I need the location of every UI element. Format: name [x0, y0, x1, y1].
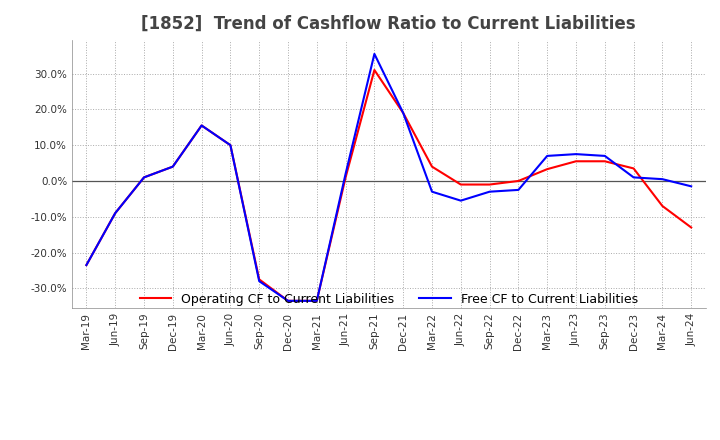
Operating CF to Current Liabilities: [226, 143, 235, 148]
Operating CF to Current Liabilities: [341, 175, 350, 180]
Free CF to Current Liabilities: [514, 187, 523, 193]
Operating CF to Current Liabilities: [658, 203, 667, 209]
Operating CF to Current Liabilities: [456, 182, 465, 187]
Free CF to Current Liabilities: [456, 198, 465, 203]
Operating CF to Current Liabilities: [428, 164, 436, 169]
Free CF to Current Liabilities: [82, 262, 91, 268]
Free CF to Current Liabilities: [140, 175, 148, 180]
Operating CF to Current Liabilities: [514, 178, 523, 183]
Operating CF to Current Liabilities: [399, 110, 408, 116]
Free CF to Current Liabilities: [543, 153, 552, 158]
Operating CF to Current Liabilities: [572, 159, 580, 164]
Free CF to Current Liabilities: [168, 164, 177, 169]
Free CF to Current Liabilities: [572, 151, 580, 157]
Free CF to Current Liabilities: [428, 189, 436, 194]
Free CF to Current Liabilities: [341, 171, 350, 176]
Free CF to Current Liabilities: [226, 143, 235, 148]
Operating CF to Current Liabilities: [600, 159, 609, 164]
Operating CF to Current Liabilities: [140, 175, 148, 180]
Operating CF to Current Liabilities: [629, 166, 638, 171]
Free CF to Current Liabilities: [370, 51, 379, 57]
Free CF to Current Liabilities: [111, 210, 120, 216]
Free CF to Current Liabilities: [312, 298, 321, 304]
Operating CF to Current Liabilities: [687, 225, 696, 230]
Operating CF to Current Liabilities: [312, 298, 321, 304]
Free CF to Current Liabilities: [629, 175, 638, 180]
Operating CF to Current Liabilities: [197, 123, 206, 128]
Operating CF to Current Liabilities: [255, 277, 264, 282]
Operating CF to Current Liabilities: [82, 262, 91, 268]
Free CF to Current Liabilities: [197, 123, 206, 128]
Line: Operating CF to Current Liabilities: Operating CF to Current Liabilities: [86, 70, 691, 301]
Operating CF to Current Liabilities: [111, 210, 120, 216]
Free CF to Current Liabilities: [255, 279, 264, 284]
Legend: Operating CF to Current Liabilities, Free CF to Current Liabilities: Operating CF to Current Liabilities, Fre…: [135, 288, 643, 311]
Operating CF to Current Liabilities: [485, 182, 494, 187]
Free CF to Current Liabilities: [284, 298, 292, 304]
Operating CF to Current Liabilities: [284, 298, 292, 304]
Free CF to Current Liabilities: [399, 110, 408, 116]
Title: [1852]  Trend of Cashflow Ratio to Current Liabilities: [1852] Trend of Cashflow Ratio to Curren…: [142, 15, 636, 33]
Free CF to Current Liabilities: [600, 153, 609, 158]
Free CF to Current Liabilities: [687, 183, 696, 189]
Free CF to Current Liabilities: [485, 189, 494, 194]
Operating CF to Current Liabilities: [370, 67, 379, 73]
Operating CF to Current Liabilities: [543, 166, 552, 172]
Free CF to Current Liabilities: [658, 176, 667, 182]
Line: Free CF to Current Liabilities: Free CF to Current Liabilities: [86, 54, 691, 301]
Operating CF to Current Liabilities: [168, 164, 177, 169]
